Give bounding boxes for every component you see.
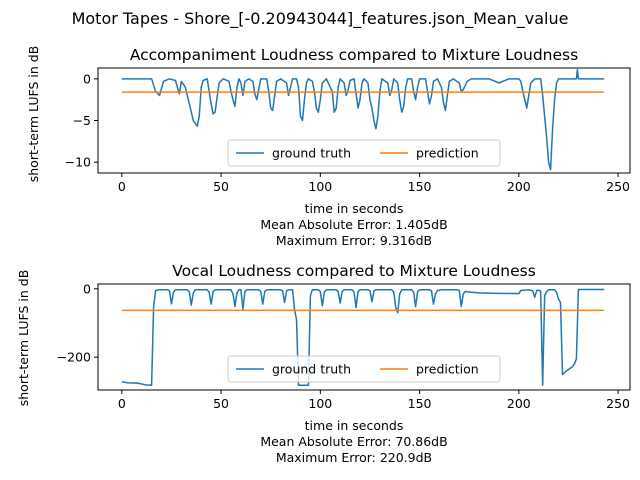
y-tick-label: −10	[65, 155, 91, 170]
y-axis-label: short-term LUFS in dB	[16, 270, 31, 407]
mean-absolute-error-stat: Mean Absolute Error: 70.86dB	[260, 434, 447, 449]
x-axis-label: time in seconds	[305, 418, 404, 433]
x-tick-label: 250	[606, 179, 630, 194]
x-tick-label: 150	[408, 396, 432, 411]
x-tick-label: 50	[213, 396, 229, 411]
legend-label: ground truth	[272, 362, 351, 377]
series-line-ground-truth	[121, 68, 605, 171]
legend-box	[227, 139, 501, 167]
x-tick-label: 50	[213, 179, 229, 194]
y-tick-label: 0	[83, 71, 91, 86]
x-tick-label: 100	[308, 396, 332, 411]
x-tick-label: 250	[606, 396, 630, 411]
legend: ground truth prediction	[227, 139, 501, 167]
plot-frame	[97, 283, 631, 391]
subplot-title: Accompaniment Loudness compared to Mixtu…	[130, 46, 578, 64]
maximum-error-stat: Maximum Error: 220.9dB	[276, 450, 432, 465]
y-tick-label: −200	[57, 350, 91, 365]
x-axis-label: time in seconds	[305, 201, 404, 216]
subplot-vocal: Vocal Loudness compared to Mixture Loudn…	[16, 262, 631, 465]
legend-box	[227, 355, 501, 383]
legend: ground truth prediction	[227, 355, 501, 383]
x-tick-label: 200	[507, 396, 531, 411]
x-tick-label: 0	[118, 179, 126, 194]
legend-label: prediction	[416, 362, 479, 377]
subplot-title: Vocal Loudness compared to Mixture Loudn…	[172, 262, 536, 280]
x-tick-label: 100	[308, 179, 332, 194]
legend-label: prediction	[416, 146, 479, 161]
maximum-error-stat: Maximum Error: 9.316dB	[276, 233, 432, 248]
x-tick-label: 150	[408, 179, 432, 194]
figure-suptitle: Motor Tapes - Shore_[-0.20943044]_featur…	[72, 9, 569, 29]
x-tick-label: 0	[118, 396, 126, 411]
subplot-accompaniment: Accompaniment Loudness compared to Mixtu…	[26, 46, 631, 248]
mean-absolute-error-stat: Mean Absolute Error: 1.405dB	[260, 217, 447, 232]
series-line-ground-truth	[121, 288, 605, 386]
y-axis-label: short-term LUFS in dB	[26, 46, 41, 183]
x-tick-label: 200	[507, 179, 531, 194]
y-tick-label: −5	[73, 113, 91, 128]
y-tick-label: 0	[83, 281, 91, 296]
legend-label: ground truth	[272, 146, 351, 161]
